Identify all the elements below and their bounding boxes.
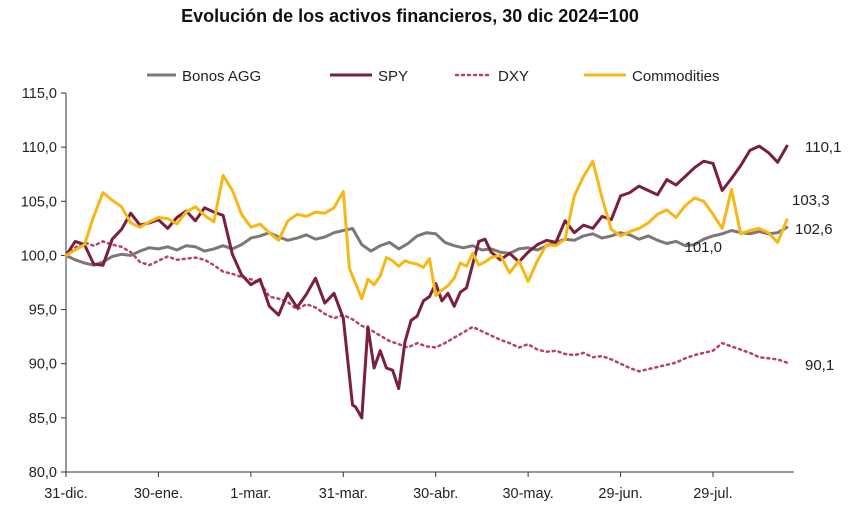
series-lines xyxy=(64,144,789,420)
y-tick-label: 90,0 xyxy=(29,357,57,373)
legend[interactable]: Bonos AGG SPY DXY Commodities xyxy=(147,68,720,85)
x-tick-label: 30-ene. xyxy=(134,486,183,502)
series-line-spy xyxy=(64,144,789,420)
x-tick-label: 31-dic. xyxy=(44,486,88,502)
x-tick-label: 1-mar. xyxy=(230,486,271,502)
series-line-commodities xyxy=(64,159,789,301)
y-tick-label: 95,0 xyxy=(29,303,57,319)
end-label-bonos-agg: 102,6 xyxy=(795,221,833,238)
legend-entry-dxy[interactable]: DXY xyxy=(498,68,529,85)
legend-entry-bonos-agg[interactable]: Bonos AGG xyxy=(182,68,261,85)
end-label-dxy: 90,1 xyxy=(805,357,834,374)
x-tick-label: 29-jul. xyxy=(693,486,733,502)
legend-entry-spy[interactable]: SPY xyxy=(378,68,408,85)
end-label-spy: 110,1 xyxy=(805,139,841,156)
series-line-bonos-agg xyxy=(64,225,789,267)
x-tick-label: 30-abr. xyxy=(413,486,458,502)
y-tick-label: 115,0 xyxy=(22,86,57,102)
x-tick-label: 29-jun. xyxy=(598,486,642,502)
y-tick-label: 80,0 xyxy=(29,465,57,481)
chart-title: Evolución de los activos financieros, 30… xyxy=(181,6,639,26)
data-labels: 102,6 110,1 90,1 103,3 101,0 xyxy=(684,139,841,374)
y-tick-label: 100,0 xyxy=(21,248,57,264)
y-tick-label: 105,0 xyxy=(21,194,57,210)
y-tick-label: 85,0 xyxy=(29,411,57,427)
legend-entry-commodities[interactable]: Commodities xyxy=(632,68,720,85)
annotation-label: 101,0 xyxy=(684,239,722,256)
axes: 80,0 85,0 90,0 95,0 100,0 105,0 110,0 115,0 31-d… xyxy=(21,86,794,502)
y-tick-label: 110,0 xyxy=(22,140,57,156)
x-tick-label: 31-mar. xyxy=(319,486,368,502)
series-line-dxy xyxy=(64,240,789,373)
end-label-commodities: 103,3 xyxy=(792,192,830,209)
x-tick-label: 30-may. xyxy=(502,486,553,502)
